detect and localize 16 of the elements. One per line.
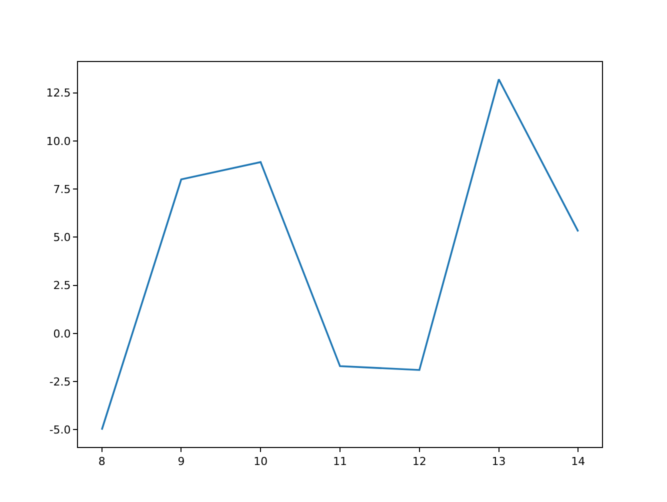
y-tick-label: 10.0 [46,134,71,148]
y-tick-label: 12.5 [46,86,71,100]
x-tick-label: 13 [492,455,506,468]
y-tick-label: -2.5 [49,375,71,388]
y-tick-label: 5.0 [53,231,71,244]
y-tick-label: 2.5 [53,279,71,292]
y-tick-label: -5.0 [49,424,71,437]
x-tick-label: 8 [98,455,106,468]
x-tick-label: 12 [412,455,426,468]
y-tick-label: 7.5 [53,182,71,196]
x-tick-label: 11 [333,455,347,468]
y-tick-label: 0.0 [53,327,71,340]
x-tick-label: 10 [254,455,268,468]
x-tick-label: 9 [178,455,185,468]
x-tick-label: 14 [571,455,586,468]
line-series [100,78,580,431]
